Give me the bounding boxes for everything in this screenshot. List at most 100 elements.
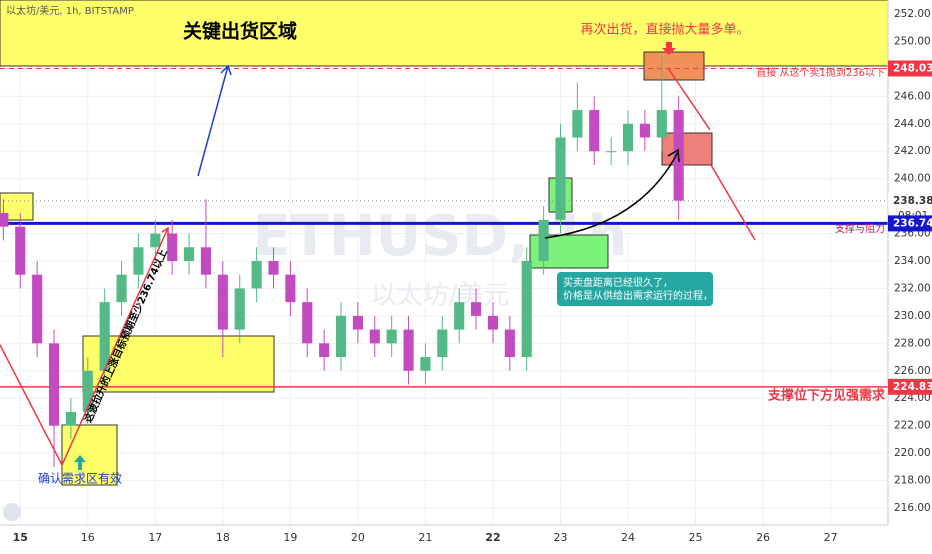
down-marker <box>662 42 676 55</box>
callout <box>557 272 713 306</box>
x-tick-label: 15 <box>13 531 28 544</box>
y-tick-label: 224.00 <box>894 392 931 404</box>
curve-arrow <box>544 151 679 239</box>
candle-body <box>200 247 212 275</box>
y-tick-label: 222.00 <box>894 420 931 432</box>
candle-body <box>15 226 26 275</box>
y-tick-label: 240.00 <box>894 173 931 185</box>
x-tick-label: 24 <box>621 531 635 544</box>
candle-body <box>369 329 380 344</box>
candle-body <box>48 343 60 426</box>
arrowhead <box>667 148 680 163</box>
candle-body <box>589 110 600 152</box>
annotation: 价格是从供给出需求运行的过程， <box>563 289 713 302</box>
candle-body <box>487 315 499 330</box>
x-tick-label: 19 <box>283 531 297 544</box>
candle-body <box>234 288 245 330</box>
arrow <box>710 164 756 241</box>
candle-body <box>285 274 296 303</box>
logo <box>3 503 21 521</box>
x-tick-label: 26 <box>756 531 770 544</box>
candle-body <box>403 329 414 371</box>
symbol-info: 以太坊/美元, 1h, BITSTAMP <box>6 4 134 17</box>
candle-body <box>656 110 667 138</box>
up-marker <box>74 455 86 470</box>
annotation: 支撑位下方见强需求 <box>767 388 886 404</box>
candle-body <box>32 274 43 344</box>
candle-body <box>471 302 482 316</box>
candle-body <box>386 329 397 344</box>
y-tick-label: 250.00 <box>894 35 931 47</box>
y-tick-label: 244.00 <box>894 118 931 130</box>
arrow <box>0 227 169 467</box>
y-tick-label: 232.00 <box>894 282 931 294</box>
price-tag <box>888 378 932 395</box>
candle-body <box>116 274 127 303</box>
annotation: 支撑与阻力 <box>835 222 885 235</box>
candle-body <box>504 329 515 358</box>
candle-body <box>133 247 144 275</box>
candle-body <box>184 247 195 261</box>
y-tick-label: 220.00 <box>894 447 931 459</box>
x-tick-label: 22 <box>485 531 500 544</box>
price-tag-label: 224.83 <box>893 381 932 393</box>
x-tick-label: 25 <box>689 531 703 544</box>
y-tick-label: 228.00 <box>894 337 931 349</box>
candle-body <box>251 260 262 289</box>
candle-body <box>319 343 330 358</box>
arrowhead <box>161 226 169 236</box>
price-tag <box>888 60 932 77</box>
price-tag <box>888 215 932 232</box>
y-tick-label: 216.00 <box>894 502 931 514</box>
x-tick-label: 17 <box>148 531 162 544</box>
zone-title: 关键出货区域 <box>183 20 297 43</box>
candle-body <box>521 260 532 358</box>
y-tick-label: 234.00 <box>894 255 931 267</box>
price-tag <box>888 192 932 209</box>
candle-body <box>454 302 465 330</box>
candle-body <box>150 233 161 248</box>
candle-body <box>639 123 650 138</box>
zone <box>643 51 705 81</box>
candle-body <box>622 123 634 152</box>
candle-body <box>420 357 431 371</box>
y-tick-label: 226.00 <box>894 365 931 377</box>
candle-body <box>99 302 110 371</box>
candle-body <box>268 260 279 275</box>
candle-body <box>0 212 9 227</box>
x-tick-label: 18 <box>216 531 230 544</box>
price-tag-label: 238.38 <box>893 195 932 207</box>
annotation: 确认需求区有效 <box>38 471 122 486</box>
candle-body <box>538 219 549 261</box>
x-tick-label: 16 <box>81 531 95 544</box>
candle-body <box>437 329 448 358</box>
arrow <box>667 67 711 131</box>
candle-body <box>302 302 313 344</box>
candle-body <box>572 110 583 138</box>
supply-zone <box>0 0 889 67</box>
annotation: 再次出货，直接抛大量多单。 <box>580 22 749 38</box>
price-tag-label: 248.03 <box>893 62 932 74</box>
x-tick-label: 27 <box>824 531 838 544</box>
candle-body <box>555 137 566 220</box>
candle-body <box>65 411 76 426</box>
y-tick-label: 218.00 <box>894 475 931 487</box>
x-tick-label: 20 <box>351 531 365 544</box>
annotation: 买卖盘距离已经很久了， <box>563 276 673 289</box>
candle-body <box>82 370 93 412</box>
zone <box>661 132 713 166</box>
candle-body <box>167 233 178 261</box>
y-tick-label: 252.00 <box>894 8 931 20</box>
candle-body <box>606 151 617 153</box>
arrow <box>197 65 229 177</box>
candle-body <box>352 315 363 330</box>
x-tick-label: 23 <box>553 531 567 544</box>
y-tick-label: 246.00 <box>894 90 931 102</box>
y-tick-label: 230.00 <box>894 310 931 322</box>
y-tick-label: 242.00 <box>894 145 931 157</box>
annotation: 直接 从这个卖1抛到236以下 <box>756 66 885 79</box>
arrowhead <box>220 64 232 76</box>
watermark-sub: 以太坊/美元 <box>371 281 510 311</box>
